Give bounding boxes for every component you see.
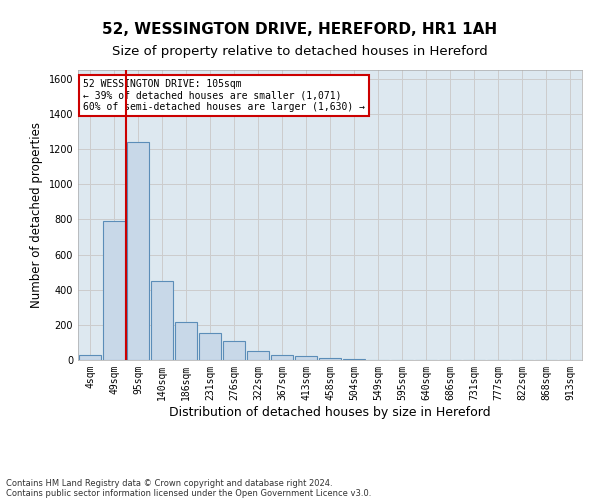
Bar [295, 356, 317, 360]
Y-axis label: Number of detached properties: Number of detached properties [30, 122, 43, 308]
Bar [175, 322, 197, 360]
Bar [343, 359, 365, 360]
Text: 52, WESSINGTON DRIVE, HEREFORD, HR1 1AH: 52, WESSINGTON DRIVE, HEREFORD, HR1 1AH [103, 22, 497, 38]
Text: 52 WESSINGTON DRIVE: 105sqm
← 39% of detached houses are smaller (1,071)
60% of : 52 WESSINGTON DRIVE: 105sqm ← 39% of det… [83, 78, 365, 112]
Bar [151, 281, 173, 360]
Bar [223, 340, 245, 360]
Bar [271, 354, 293, 360]
Bar [127, 142, 149, 360]
Bar [79, 354, 101, 360]
Bar [247, 351, 269, 360]
Text: Contains HM Land Registry data © Crown copyright and database right 2024.: Contains HM Land Registry data © Crown c… [6, 478, 332, 488]
Bar [199, 333, 221, 360]
Bar [103, 221, 125, 360]
X-axis label: Distribution of detached houses by size in Hereford: Distribution of detached houses by size … [169, 406, 491, 418]
Text: Contains public sector information licensed under the Open Government Licence v3: Contains public sector information licen… [6, 488, 371, 498]
Text: Size of property relative to detached houses in Hereford: Size of property relative to detached ho… [112, 45, 488, 58]
Bar [319, 358, 341, 360]
